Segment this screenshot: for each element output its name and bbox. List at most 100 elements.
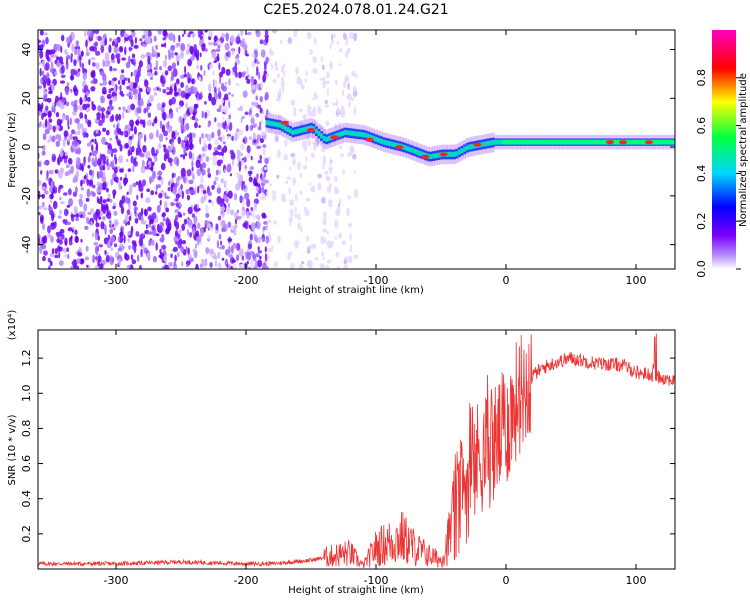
noise-speckle bbox=[224, 180, 228, 184]
noise-speckle bbox=[188, 136, 193, 144]
noise-speckle bbox=[265, 222, 269, 231]
spectrogram-frame bbox=[37, 29, 676, 270]
colorbar-tick-label: 0.6 bbox=[695, 117, 708, 135]
noise-speckle bbox=[139, 151, 144, 157]
noise-speckle bbox=[171, 149, 174, 153]
noise-speckle bbox=[46, 77, 51, 86]
noise-speckle bbox=[307, 104, 311, 113]
noise-speckle bbox=[50, 180, 54, 189]
noise-speckle bbox=[130, 225, 134, 234]
noise-speckle bbox=[217, 215, 222, 221]
noise-speckle bbox=[312, 106, 317, 110]
noise-speckle bbox=[257, 104, 262, 109]
noise-speckle bbox=[183, 73, 188, 78]
noise-speckle bbox=[46, 56, 50, 62]
noise-speckle bbox=[118, 80, 121, 85]
noise-speckle bbox=[38, 190, 41, 200]
noise-speckle bbox=[121, 69, 125, 74]
noise-speckle bbox=[326, 176, 331, 182]
noise-speckle bbox=[353, 106, 357, 115]
ridge-core bbox=[535, 139, 539, 145]
y-tick-label: -20 bbox=[20, 187, 33, 205]
noise-speckle bbox=[179, 100, 184, 107]
noise-speckle bbox=[73, 87, 79, 97]
noise-speckle bbox=[257, 160, 262, 164]
noise-speckle bbox=[260, 182, 266, 187]
noise-speckle bbox=[189, 142, 193, 151]
noise-speckle bbox=[87, 119, 92, 128]
noise-speckle bbox=[136, 106, 142, 114]
noise-speckle bbox=[253, 198, 259, 205]
x-tick-label: 100 bbox=[626, 574, 647, 587]
noise-speckle bbox=[311, 152, 315, 159]
noise-speckle bbox=[248, 224, 251, 229]
x-tick-label: -300 bbox=[104, 574, 129, 587]
ridge-core bbox=[452, 151, 456, 157]
noise-speckle bbox=[100, 40, 105, 46]
noise-speckle bbox=[234, 62, 237, 69]
noise-speckle bbox=[138, 133, 144, 140]
noise-speckle bbox=[239, 152, 244, 157]
noise-speckle bbox=[199, 52, 202, 58]
noise-speckle bbox=[305, 133, 310, 141]
noise-speckle bbox=[270, 63, 274, 70]
noise-speckle bbox=[82, 162, 86, 167]
noise-speckle bbox=[169, 32, 174, 41]
noise-speckle bbox=[302, 114, 307, 120]
noise-speckle bbox=[342, 32, 347, 40]
noise-speckle bbox=[176, 60, 180, 66]
noise-speckle bbox=[255, 66, 259, 75]
noise-speckle bbox=[166, 113, 171, 119]
noise-speckle bbox=[128, 47, 133, 51]
noise-speckle bbox=[119, 176, 123, 181]
noise-speckle bbox=[289, 166, 292, 171]
noise-speckle bbox=[98, 244, 103, 248]
noise-speckle bbox=[118, 258, 121, 266]
noise-speckle bbox=[107, 193, 111, 199]
noise-speckle bbox=[87, 155, 91, 163]
noise-speckle bbox=[42, 144, 46, 151]
noise-speckle bbox=[139, 233, 144, 240]
noise-speckle bbox=[324, 170, 329, 175]
noise-speckle bbox=[253, 79, 257, 85]
noise-speckle bbox=[73, 141, 78, 147]
noise-speckle bbox=[117, 247, 122, 252]
noise-speckle bbox=[119, 74, 125, 82]
ridge-core bbox=[559, 139, 563, 145]
noise-speckle bbox=[329, 158, 332, 167]
noise-speckle bbox=[188, 151, 193, 160]
noise-speckle bbox=[250, 75, 255, 84]
noise-speckle bbox=[284, 139, 288, 147]
noise-speckle bbox=[352, 89, 358, 97]
noise-speckle bbox=[217, 123, 223, 130]
noise-speckle bbox=[343, 80, 346, 89]
noise-speckle bbox=[193, 215, 198, 224]
noise-speckle bbox=[255, 30, 259, 34]
noise-speckle bbox=[159, 237, 164, 243]
noise-speckle bbox=[162, 37, 167, 41]
noise-speckle bbox=[106, 204, 109, 213]
noise-speckle bbox=[58, 251, 61, 259]
noise-speckle bbox=[306, 197, 311, 202]
noise-speckle bbox=[234, 193, 237, 201]
ridge-core bbox=[577, 139, 581, 145]
noise-speckle bbox=[152, 255, 157, 263]
noise-speckle bbox=[294, 207, 297, 213]
noise-speckle bbox=[152, 122, 155, 127]
noise-speckle bbox=[177, 175, 181, 181]
noise-speckle bbox=[127, 127, 131, 136]
noise-speckle bbox=[110, 178, 114, 186]
snr-multiplier-label: (x10⁴) bbox=[7, 310, 18, 341]
noise-speckle bbox=[246, 252, 252, 261]
noise-speckle bbox=[349, 244, 353, 253]
noise-speckle bbox=[144, 36, 149, 44]
ridge-core bbox=[593, 139, 597, 145]
noise-speckle bbox=[240, 180, 246, 185]
noise-speckle bbox=[108, 80, 112, 86]
noise-speckle bbox=[213, 35, 218, 42]
noise-speckle bbox=[269, 50, 275, 56]
noise-speckle bbox=[277, 149, 281, 159]
noise-speckle bbox=[101, 136, 107, 145]
noise-speckle bbox=[232, 263, 237, 269]
noise-speckle bbox=[235, 55, 238, 60]
